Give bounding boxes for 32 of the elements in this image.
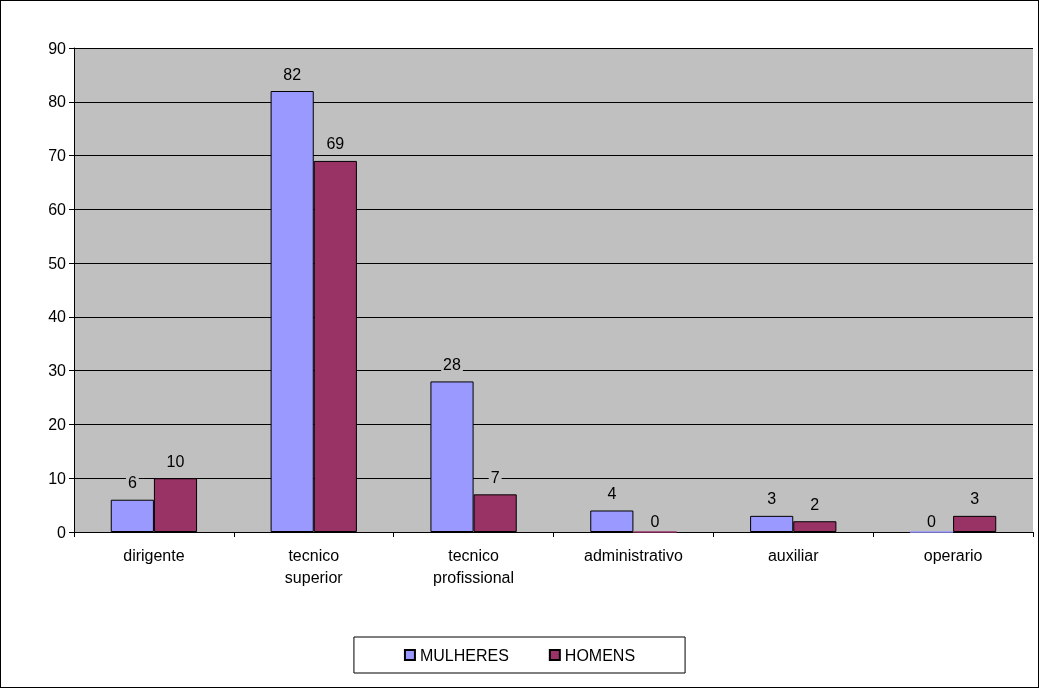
y-tick-label: 60 — [48, 200, 67, 218]
legend-label: MULHERES — [419, 646, 509, 664]
data-label: 3 — [970, 490, 980, 508]
data-label: 2 — [810, 495, 820, 513]
data-label: 3 — [767, 490, 777, 508]
legend-label: HOMENS — [564, 646, 636, 664]
data-label: 69 — [326, 135, 345, 153]
x-tick-label: auxiliar — [767, 546, 820, 564]
y-tick-label: 80 — [48, 93, 67, 111]
data-label: 7 — [490, 468, 500, 486]
x-tick-label: tecnico profissional — [433, 546, 515, 586]
x-tick-label: dirigente — [123, 546, 185, 564]
data-label: 4 — [607, 484, 617, 502]
bar — [590, 510, 634, 532]
y-tick-label: 10 — [48, 469, 67, 487]
y-tick-label: 70 — [48, 147, 67, 165]
y-tick-label: 90 — [48, 39, 67, 57]
data-label: 10 — [166, 452, 185, 470]
x-tick-label: operario — [923, 546, 983, 564]
y-tick-label: 40 — [48, 308, 67, 326]
x-tick-label: administrativo — [584, 546, 683, 564]
bar — [953, 515, 997, 532]
y-tick-label: 50 — [48, 254, 67, 272]
y-tick-label: 20 — [48, 415, 67, 433]
x-tick-label: tecnico superior — [284, 546, 344, 586]
data-label: 82 — [283, 65, 302, 83]
data-label: 28 — [443, 355, 462, 373]
data-label: 0 — [927, 513, 937, 530]
data-label: 0 — [650, 513, 660, 530]
y-tick-label: 30 — [48, 362, 67, 380]
data-label: 6 — [127, 474, 137, 492]
y-tick-label: 0 — [57, 523, 67, 541]
